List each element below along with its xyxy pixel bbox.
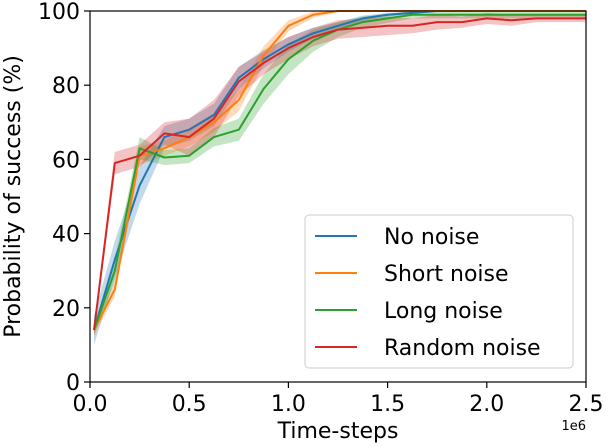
axes-frame (89, 10, 587, 383)
y-tick-label: 100 (38, 0, 80, 25)
legend-label-0: No noise (384, 225, 479, 250)
x-tick-label: 1.5 (370, 392, 405, 417)
y-tick-label: 60 (52, 148, 80, 173)
y-tick-label: 20 (52, 297, 80, 322)
x-tick-label: 2.5 (569, 392, 604, 417)
x-axis-ticks: 0.0 0.5 1.0 1.5 2.0 2.5 (73, 382, 604, 417)
y-tick-label: 40 (52, 223, 80, 248)
legend-box (304, 214, 574, 369)
x-tick-label: 2.0 (469, 392, 504, 417)
legend: No noise Short noise Long noise Random nois… (304, 214, 574, 369)
legend-label-3: Random noise (384, 336, 541, 361)
x-tick-label: 0.5 (172, 392, 207, 417)
y-tick-label: 0 (66, 371, 80, 396)
x-tick-label: 1.0 (271, 392, 306, 417)
y-axis-label: Probability of success (%) (1, 55, 26, 338)
legend-label-1: Short noise (384, 262, 509, 287)
y-axis-ticks: 0 20 40 60 80 100 (38, 0, 90, 396)
x-axis-label: Time-steps (277, 419, 399, 444)
legend-label-2: Long noise (384, 299, 503, 324)
series-line-3 (93, 17, 586, 331)
x-axis-offset-label: 1e6 (561, 419, 586, 434)
y-tick-label: 80 (52, 74, 80, 99)
x-tick-label: 0.0 (73, 392, 108, 417)
